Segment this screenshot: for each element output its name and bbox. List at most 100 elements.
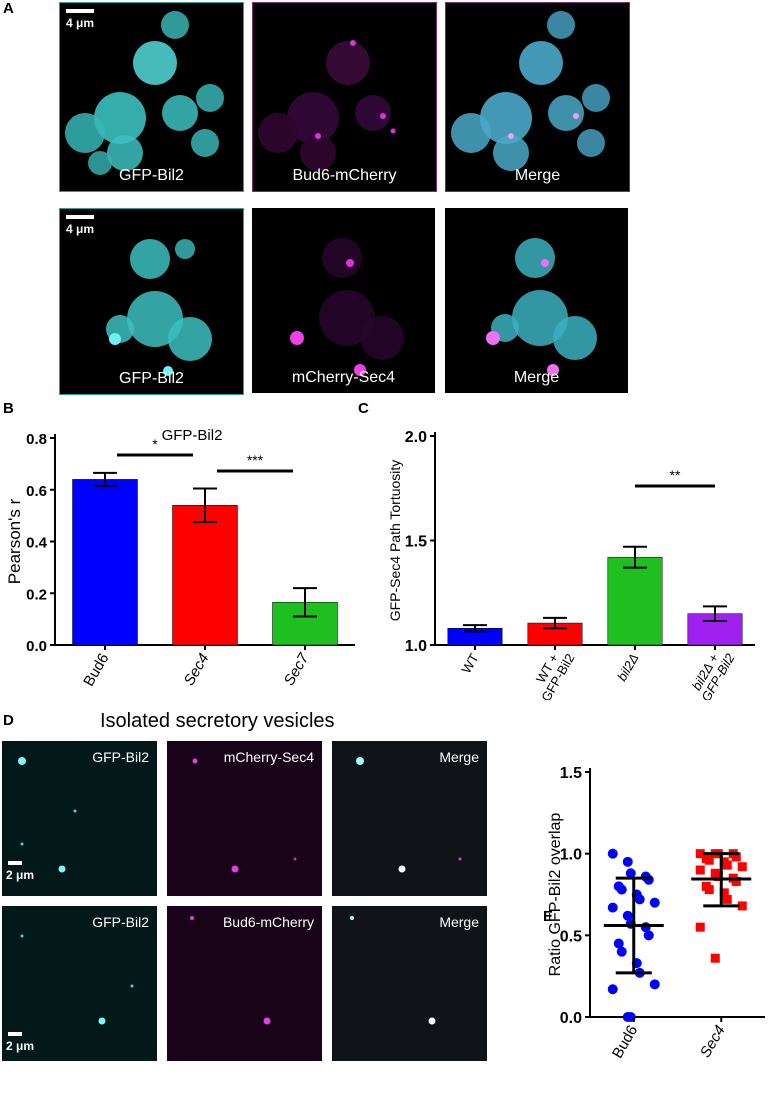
y-axis-label: Pearson's r (5, 498, 24, 584)
data-point (719, 888, 729, 898)
micro-d-merge: Merge (332, 741, 487, 896)
x-tick-label: Sec7 (281, 650, 313, 689)
y-tick-label: 0.5 (560, 928, 582, 945)
micro-a2-merge: Merge (445, 208, 628, 393)
vesicle-image (350, 916, 436, 1025)
micro-a-gfp-bil2: 4 μm GFP-Bil2 (59, 2, 244, 192)
data-point (622, 910, 633, 921)
scale-text: 2 μm (6, 868, 35, 882)
y-tick-label: 0.4 (26, 535, 48, 552)
micro-a-merge: Merge (445, 2, 630, 192)
micro-a2-mcherry-sec4: mCherry-Sec4 (252, 208, 435, 393)
bar (172, 505, 238, 646)
caption: GFP-Bil2 (119, 370, 184, 387)
data-point (649, 897, 660, 908)
chart-b: 0.0 0.2 0.4 0.6 0.8 Pearson's r GFP-Bil2 Bud6 Se… (5, 427, 355, 690)
data-point (616, 884, 627, 895)
micro-d-mcherry-sec4: mCherry-Sec4 (167, 741, 322, 896)
significance-label: * (152, 436, 158, 452)
caption: mCherry-Sec4 (223, 749, 314, 765)
y-tick-label: 1.0 (405, 638, 427, 655)
x-tick-label: bil2Δ (614, 651, 641, 684)
panel-c-label: C (358, 400, 369, 417)
x-tick-label: Bud6 (80, 651, 112, 690)
x-tick-label: Sec4 (181, 651, 213, 689)
caption: GFP-Bil2 (92, 914, 149, 930)
vesicle-image (192, 758, 297, 873)
panel-d-label: D (3, 712, 14, 729)
micro-a-bud6-mcherry: Bud6-mCherry (252, 2, 437, 192)
data-point (616, 946, 627, 957)
x-tick-label: WT (458, 651, 481, 676)
data-point (704, 885, 714, 895)
data-point (731, 876, 741, 886)
data-point (704, 855, 714, 865)
y-tick-label: 2.0 (405, 429, 427, 446)
data-point (607, 848, 618, 859)
cells-image (486, 238, 597, 376)
cells-image (258, 40, 396, 171)
y-tick-label: 1.0 (560, 847, 582, 864)
data-point (649, 979, 660, 990)
data-point (731, 852, 741, 862)
data-point (613, 938, 624, 949)
caption: Bud6-mCherry (222, 914, 314, 930)
caption: GFP-Bil2 (119, 167, 184, 184)
data-point (607, 984, 618, 995)
chart-title: GFP-Bil2 (162, 427, 223, 444)
caption: Merge (439, 914, 479, 930)
data-point (737, 901, 747, 911)
panel-e-label: E (543, 908, 554, 925)
scale-text: 4 μm (66, 222, 95, 236)
x-tick-label: Sec4 (697, 1023, 729, 1061)
data-point (607, 902, 618, 913)
caption: Merge (514, 167, 561, 184)
vesicle-image (356, 757, 462, 873)
scale-text: 2 μm (6, 1039, 35, 1053)
vesicle-image (20, 934, 134, 1025)
y-tick-label: 0.6 (26, 483, 47, 500)
cells-image (65, 11, 224, 175)
data-point (722, 860, 732, 870)
caption: GFP-Bil2 (92, 749, 149, 765)
chart-e: 0.0 0.5 1.0 1.5 Ratio GFP-Bil2 overlap Bud6 Se… (547, 765, 765, 1062)
caption: mCherry-Sec4 (291, 369, 396, 386)
scale-text: 4 μm (66, 16, 95, 30)
cells-image (106, 239, 212, 376)
panel-d-title: Isolated secretory vesicles (100, 710, 335, 732)
y-tick-label: 0.0 (26, 638, 47, 655)
data-point (713, 872, 723, 882)
data-point (634, 894, 645, 905)
y-tick-label: 1.5 (560, 765, 582, 782)
x-tick-label: Bud6 (609, 1023, 641, 1062)
data-point (625, 868, 636, 879)
micro-d2-gfp-bil2: GFP-Bil2 2 μm (2, 906, 157, 1061)
micro-a2-gfp-bil2: 4 μm GFP-Bil2 (59, 208, 244, 395)
significance-label: *** (247, 452, 264, 468)
y-axis-label: GFP-Sec4 Path Tortuosity (387, 460, 403, 622)
cells-image (290, 238, 404, 376)
data-point (695, 922, 705, 932)
data-point (695, 849, 705, 859)
data-point (695, 865, 705, 875)
bar (72, 479, 138, 646)
micro-d2-bud6-mcherry: Bud6-mCherry (167, 906, 322, 1061)
micro-d-gfp-bil2: GFP-Bil2 2 μm (2, 741, 157, 896)
y-tick-label: 0.0 (560, 1010, 582, 1027)
data-point (722, 894, 732, 904)
panel-a-label: A (3, 0, 14, 17)
data-point (710, 953, 720, 963)
caption: Merge (439, 749, 479, 765)
y-tick-label: 1.5 (405, 534, 427, 551)
micro-d2-merge: Merge (332, 906, 487, 1061)
y-axis-label: Ratio GFP-Bil2 overlap (547, 813, 564, 977)
caption: Merge (513, 369, 560, 386)
caption: Bud6-mCherry (292, 167, 397, 184)
data-point (622, 856, 633, 867)
bar (607, 556, 663, 646)
cells-image (451, 11, 610, 171)
vesicle-image (190, 916, 271, 1025)
panel-b-label: B (3, 400, 14, 417)
y-tick-label: 0.8 (26, 431, 47, 448)
